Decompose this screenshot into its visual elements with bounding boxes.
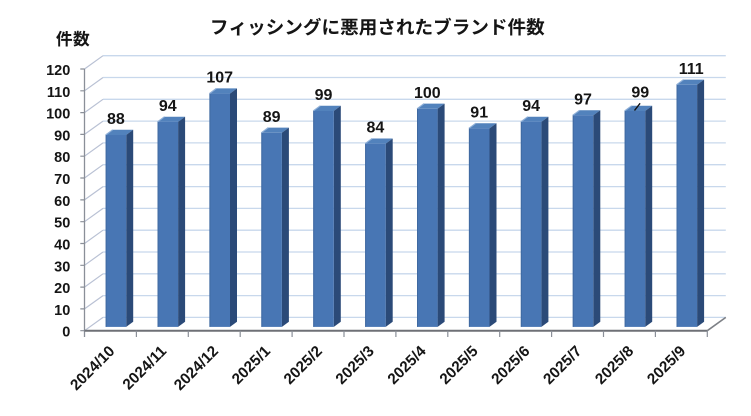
svg-text:10: 10 bbox=[54, 303, 70, 319]
svg-text:120: 120 bbox=[46, 63, 70, 79]
svg-text:70: 70 bbox=[54, 172, 70, 188]
svg-text:97: 97 bbox=[574, 91, 592, 108]
svg-text:20: 20 bbox=[54, 281, 70, 297]
svg-text:94: 94 bbox=[159, 98, 177, 115]
svg-text:50: 50 bbox=[54, 216, 70, 232]
svg-text:40: 40 bbox=[54, 238, 70, 254]
svg-text:99: 99 bbox=[315, 87, 333, 104]
svg-text:100: 100 bbox=[414, 85, 441, 102]
svg-text:99: 99 bbox=[631, 85, 649, 102]
svg-text:0: 0 bbox=[62, 325, 70, 341]
svg-text:88: 88 bbox=[107, 111, 125, 128]
svg-text:90: 90 bbox=[54, 128, 70, 144]
svg-text:84: 84 bbox=[367, 120, 385, 137]
svg-text:60: 60 bbox=[54, 194, 70, 210]
svg-text:30: 30 bbox=[54, 259, 70, 275]
svg-text:91: 91 bbox=[470, 104, 488, 121]
svg-text:80: 80 bbox=[54, 150, 70, 166]
svg-text:111: 111 bbox=[679, 61, 704, 78]
svg-text:100: 100 bbox=[46, 107, 70, 123]
svg-text:94: 94 bbox=[522, 98, 540, 115]
svg-text:107: 107 bbox=[206, 70, 233, 87]
svg-text:89: 89 bbox=[263, 109, 281, 126]
svg-text:110: 110 bbox=[47, 85, 70, 101]
